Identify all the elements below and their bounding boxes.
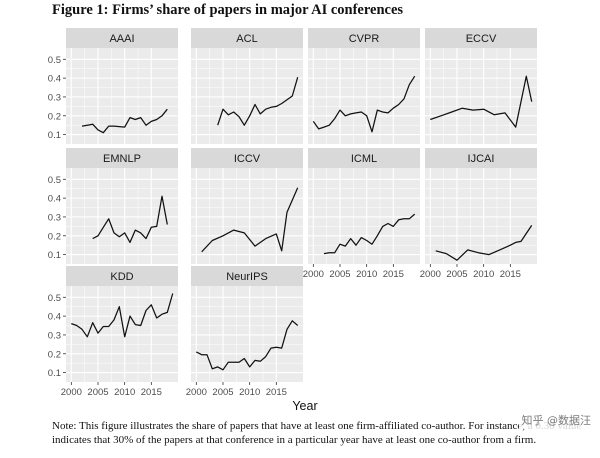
panel-emnlp: [66, 168, 178, 264]
figure-title: Figure 1: Firms’ share of papers in majo…: [52, 2, 404, 18]
facet-strip-neurips: [191, 266, 303, 286]
x-tick-label: 2000: [420, 269, 441, 280]
x-tick-label: 2010: [356, 269, 377, 280]
facet-label-cvpr: CVPR: [349, 33, 380, 45]
series-line-icml: [323, 213, 416, 255]
y-tick-label: 0.5: [48, 175, 61, 186]
facet-strip-eccv: [425, 28, 537, 48]
y-tick-label: 0.5: [48, 293, 61, 304]
watermark: 知乎 @数据汪: [518, 411, 594, 429]
x-tick-label: 2000: [61, 387, 82, 398]
x-tick-label: 2015: [266, 387, 287, 398]
y-tick-label: 0.2: [48, 231, 61, 242]
y-tick-label: 0.4: [48, 194, 61, 205]
x-tick-label: 2005: [212, 387, 233, 398]
x-tick-label: 2010: [114, 387, 135, 398]
facet-label-iccv: ICCV: [234, 153, 261, 165]
x-tick-label: 2005: [329, 269, 350, 280]
facet-strip-iccv: [191, 148, 303, 168]
facet-strip-cvpr: [308, 28, 420, 48]
y-tick-label: 0.1: [48, 130, 61, 141]
facet-strip-aaai: [66, 28, 178, 48]
facet-label-neurips: NeurIPS: [226, 271, 268, 283]
facet-strip-emnlp: [66, 148, 178, 168]
x-tick-label: 2010: [239, 387, 260, 398]
panel-kdd: [66, 286, 178, 382]
facet-label-emnlp: EMNLP: [103, 153, 141, 165]
x-tick-label: 2015: [383, 269, 404, 280]
x-tick-label: 2005: [87, 387, 108, 398]
facet-strip-ijcai: [425, 148, 537, 168]
y-tick-label: 0.3: [48, 212, 61, 223]
facet-strip-kdd: [66, 266, 178, 286]
figure-note: Note: This figure illustrates the share …: [52, 420, 582, 446]
x-tick-label: 2000: [303, 269, 324, 280]
series-line-kdd: [71, 293, 174, 338]
series-line-eccv: [430, 75, 533, 128]
facet-label-aaai: AAAI: [109, 33, 134, 45]
series-line-cvpr: [312, 75, 416, 133]
facet-label-icml: ICML: [351, 153, 377, 165]
y-tick-label: 0.4: [48, 74, 61, 85]
series-line-acl: [217, 77, 299, 126]
facet-label-eccv: ECCV: [466, 33, 497, 45]
panel-acl: [191, 48, 303, 144]
series-line-aaai: [81, 108, 168, 134]
y-tick-label: 0.5: [48, 55, 61, 66]
y-tick-label: 0.1: [48, 250, 61, 261]
x-tick-label: 2005: [446, 269, 467, 280]
facet-label-kdd: KDD: [110, 271, 133, 283]
series-line-ijcai: [435, 225, 533, 261]
y-tick-label: 0.1: [48, 368, 61, 379]
x-tick-label: 2010: [473, 269, 494, 280]
x-axis-title: Year: [292, 399, 317, 413]
facet-strip-acl: [191, 28, 303, 48]
y-tick-label: 0.2: [48, 349, 61, 360]
x-tick-label: 2015: [141, 387, 162, 398]
panel-icml: [308, 168, 420, 264]
x-tick-label: 2000: [186, 387, 207, 398]
series-line-emnlp: [92, 195, 168, 244]
y-tick-label: 0.2: [48, 111, 61, 122]
series-line-neurips: [196, 320, 299, 371]
panel-aaai: [66, 48, 178, 144]
facet-label-acl: ACL: [236, 33, 257, 45]
panel-eccv: [425, 48, 537, 144]
x-tick-label: 2015: [500, 269, 521, 280]
faceted-line-chart: AAAI 0.1 0.2 0.3 0.4 0.5 ACL CVPR ECCV EMNLP 0.1 0.…: [48, 28, 537, 413]
facet-label-ijcai: IJCAI: [468, 153, 495, 165]
y-tick-label: 0.4: [48, 312, 61, 323]
facet-strip-icml: [308, 148, 420, 168]
series-line-iccv: [201, 187, 299, 253]
panel-cvpr: [308, 48, 420, 144]
panel-ijcai: [425, 168, 537, 264]
y-tick-label: 0.3: [48, 92, 61, 103]
y-tick-label: 0.3: [48, 330, 61, 341]
